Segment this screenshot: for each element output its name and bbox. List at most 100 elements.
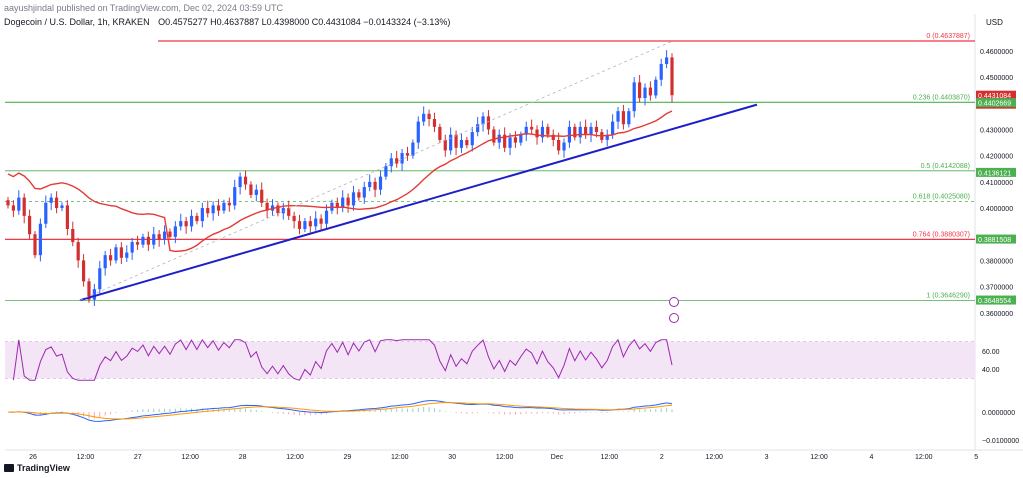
time-tick-1: 12:00 bbox=[77, 454, 95, 461]
price-badge-text-1: 0.4402669 bbox=[978, 101, 1011, 108]
candle-body bbox=[287, 208, 291, 216]
candle-body bbox=[427, 113, 431, 120]
time-tick-10: Dec bbox=[551, 454, 564, 461]
price-badge-4 bbox=[976, 295, 1016, 305]
candle-body bbox=[400, 153, 404, 164]
candle-body bbox=[546, 126, 550, 135]
tradingview-icon bbox=[4, 464, 14, 472]
candle-body bbox=[179, 221, 183, 227]
candle-body bbox=[384, 166, 388, 177]
candle-body bbox=[324, 210, 329, 224]
macd-signal-line bbox=[8, 402, 673, 420]
candle-body bbox=[152, 234, 156, 245]
candle-body bbox=[416, 121, 420, 143]
candle-body bbox=[562, 142, 566, 151]
candle-body bbox=[227, 202, 231, 206]
candle-body bbox=[594, 126, 599, 133]
candle-body bbox=[168, 231, 172, 237]
price-badge-2 bbox=[976, 167, 1016, 177]
candle-body bbox=[551, 134, 555, 140]
candle-body bbox=[611, 121, 615, 135]
publisher-line: aayushjindal published on TradingView.co… bbox=[4, 3, 284, 13]
price-badge-text-4: 0.3648554 bbox=[978, 298, 1011, 305]
candle-body bbox=[92, 289, 96, 300]
candle-body bbox=[605, 134, 609, 140]
price-tick-7: 0.3700000 bbox=[980, 285, 1013, 292]
candle-body bbox=[486, 116, 491, 130]
candle-body bbox=[459, 139, 464, 148]
symbol-line: Dogecoin / U.S. Dollar, 1h, KRAKEN O0.45… bbox=[4, 17, 450, 27]
candle-body bbox=[405, 153, 410, 156]
time-tick-0: 26 bbox=[29, 454, 37, 461]
candle-body bbox=[346, 197, 350, 206]
moving-average-line bbox=[7, 110, 673, 253]
candle-body bbox=[65, 205, 69, 229]
candle-body bbox=[335, 202, 339, 209]
candle-body bbox=[211, 205, 215, 214]
brand-name: TradingView bbox=[17, 463, 70, 473]
candle-body bbox=[303, 221, 307, 229]
candle-body bbox=[44, 202, 48, 224]
candle-body bbox=[60, 205, 64, 209]
candle-body bbox=[616, 111, 620, 122]
event-plus-icon bbox=[669, 297, 679, 307]
candle-body bbox=[670, 57, 674, 96]
time-tick-14: 3 bbox=[765, 454, 769, 461]
candle-body bbox=[465, 139, 469, 146]
candle-body bbox=[476, 124, 480, 133]
candle-body bbox=[438, 126, 442, 140]
candle-body bbox=[17, 197, 21, 211]
candle-body bbox=[33, 234, 37, 256]
candle-body bbox=[130, 242, 134, 253]
candle-body bbox=[557, 139, 561, 151]
candle-body bbox=[216, 205, 221, 211]
candle-body bbox=[395, 158, 399, 164]
candle-body bbox=[654, 79, 658, 96]
candle-body bbox=[108, 255, 113, 261]
candle-body bbox=[81, 260, 86, 282]
bullish-trend-line bbox=[79, 103, 758, 302]
price-tick-4: 0.4100000 bbox=[980, 180, 1013, 187]
symbol-name: Dogecoin / U.S. Dollar, 1h, KRAKEN bbox=[4, 17, 150, 27]
tradingview-logo: TradingView bbox=[4, 463, 70, 473]
candle-body bbox=[260, 189, 264, 203]
candle-body bbox=[454, 134, 458, 148]
candle-body bbox=[422, 113, 426, 122]
candle-body bbox=[627, 111, 631, 125]
rsi-tick-1: 40.00 bbox=[982, 367, 1000, 374]
candle-body bbox=[157, 234, 161, 240]
time-tick-13: 12:00 bbox=[705, 454, 723, 461]
candle-body bbox=[135, 242, 140, 245]
candle-body bbox=[238, 176, 242, 188]
candle-body bbox=[276, 205, 280, 214]
candle-body bbox=[314, 218, 318, 227]
candle-body bbox=[98, 268, 102, 290]
time-tick-18: 5 bbox=[974, 454, 978, 461]
candle-body bbox=[513, 137, 518, 143]
candle-body bbox=[449, 134, 453, 151]
candle-body bbox=[351, 192, 356, 206]
candle-body bbox=[146, 236, 150, 245]
candle-body bbox=[621, 111, 626, 125]
event-bolt-icon bbox=[669, 313, 679, 323]
rsi-line bbox=[12, 338, 673, 381]
time-tick-2: 27 bbox=[134, 454, 142, 461]
candle-body bbox=[648, 87, 653, 96]
time-tick-6: 29 bbox=[344, 454, 352, 461]
candle-body bbox=[584, 126, 588, 135]
candle-body bbox=[470, 132, 474, 146]
price-tick-8: 0.3600000 bbox=[980, 311, 1013, 318]
candle-body bbox=[540, 126, 545, 138]
candle-body bbox=[368, 181, 372, 188]
candle-body bbox=[362, 187, 366, 198]
candle-body bbox=[76, 242, 80, 261]
candle-body bbox=[249, 184, 253, 195]
candle-body bbox=[11, 205, 15, 211]
candle-body bbox=[481, 116, 485, 125]
candle-body bbox=[643, 87, 647, 99]
macd-tick-1: −0.0100000 bbox=[982, 438, 1019, 445]
time-tick-3: 12:00 bbox=[181, 454, 199, 461]
fib-label-4: 0.764 (0.3880307) bbox=[913, 231, 970, 238]
candle-body bbox=[389, 158, 393, 167]
